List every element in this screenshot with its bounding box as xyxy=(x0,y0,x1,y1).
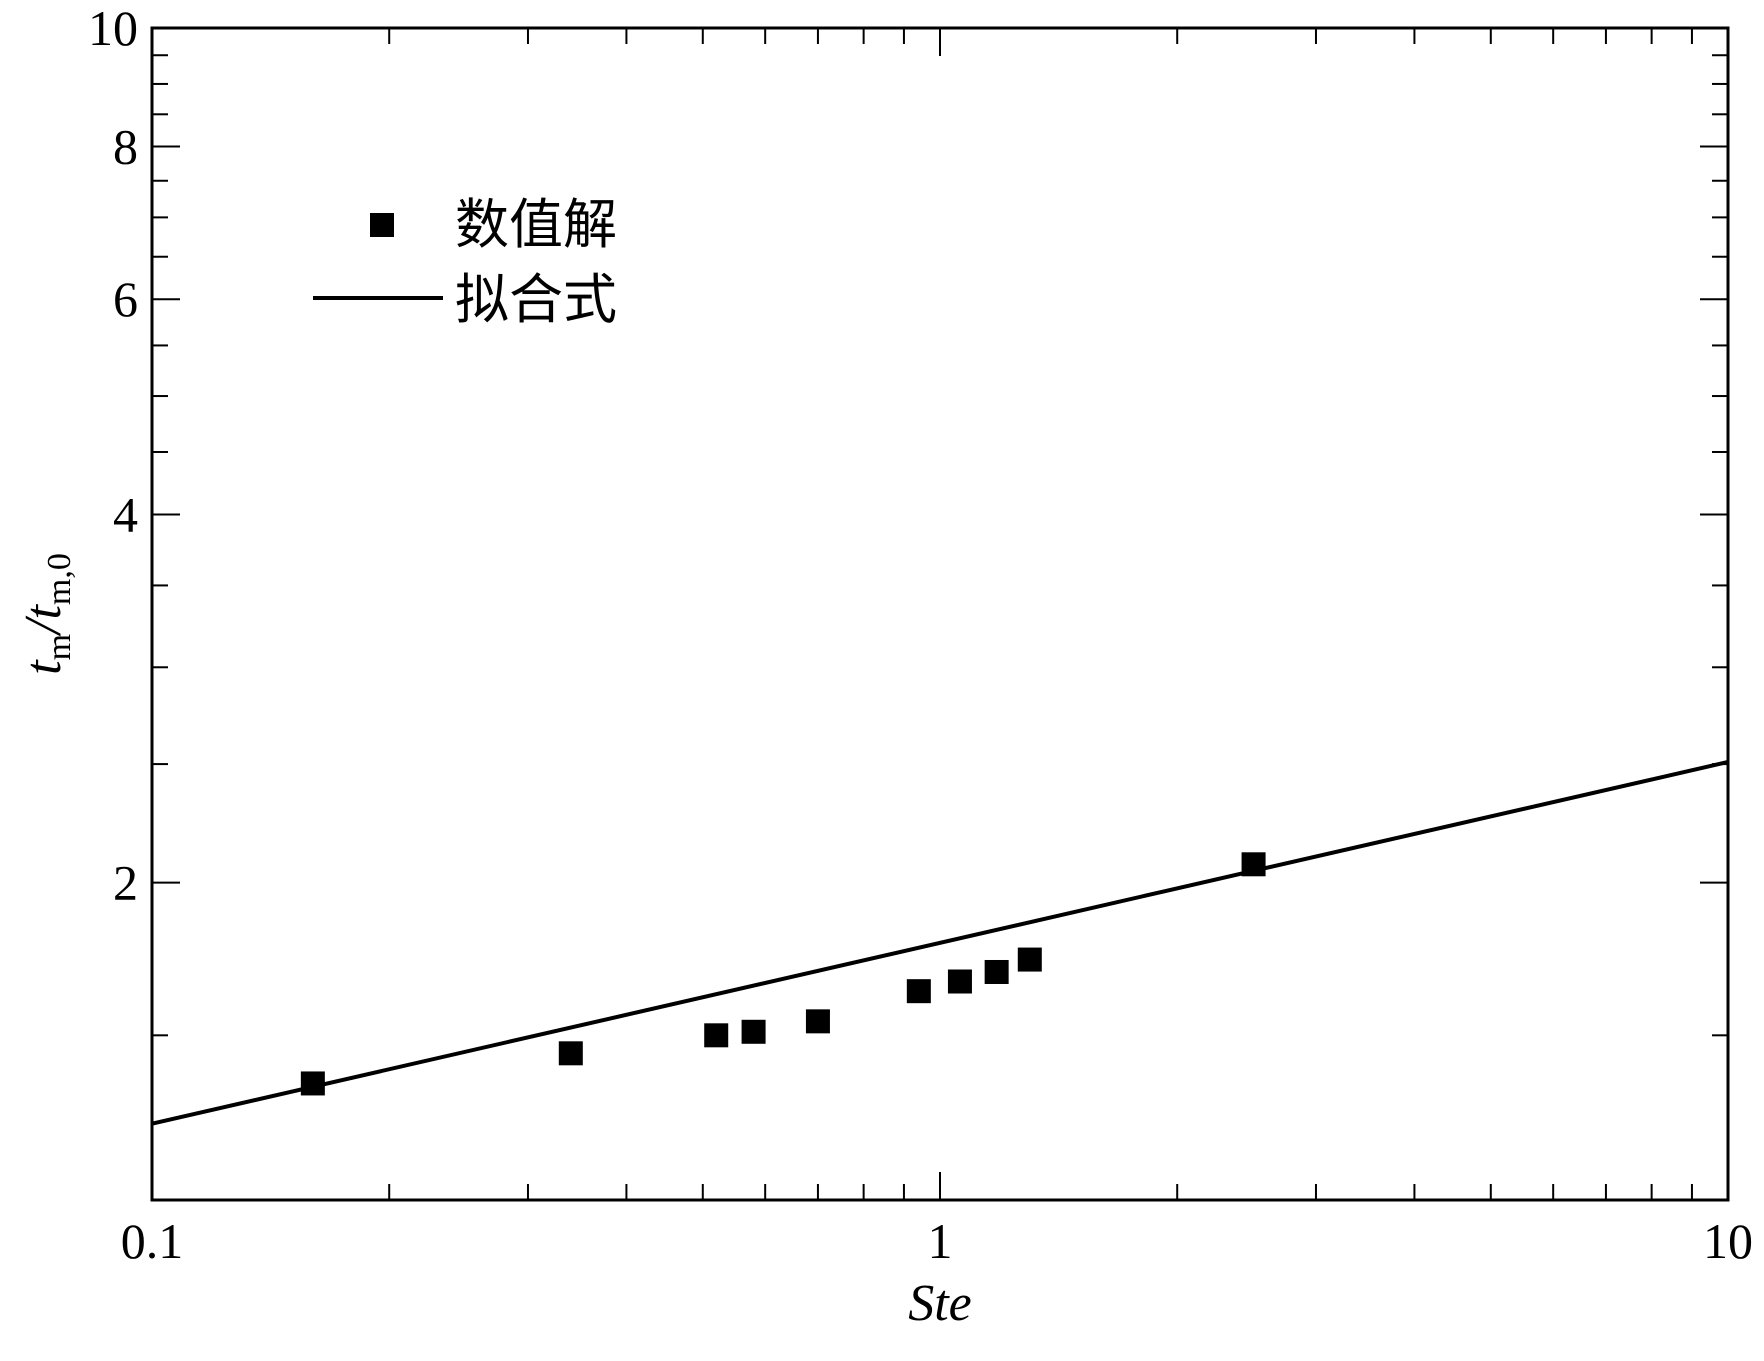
legend: 数值解 拟合式 xyxy=(313,193,617,331)
data-point xyxy=(741,1019,766,1044)
x-tick-label: 0.1 xyxy=(121,1213,184,1269)
x-tick-label: 10 xyxy=(1703,1213,1753,1269)
fit-line xyxy=(151,760,1729,1126)
data-point xyxy=(558,1041,583,1066)
data-point xyxy=(704,1023,729,1048)
y-axis-title-t1: t xyxy=(15,659,72,675)
legend-label-numerical: 数值解 xyxy=(455,193,617,256)
legend-marker-square xyxy=(370,213,394,237)
series-layer xyxy=(151,760,1729,1126)
data-point xyxy=(1017,947,1042,972)
data-point xyxy=(906,979,931,1004)
axis-ticks xyxy=(151,27,1728,1200)
data-point xyxy=(984,959,1009,984)
y-tick-label: 8 xyxy=(113,118,138,174)
y-tick-label: 4 xyxy=(113,487,138,543)
plot-frame xyxy=(150,26,1730,1202)
x-tick-label: 1 xyxy=(928,1213,953,1269)
y-axis-title-sub1: m xyxy=(41,634,78,660)
y-axis-title-sep: / xyxy=(15,615,72,637)
data-point xyxy=(805,1009,830,1034)
legend-label-fit: 拟合式 xyxy=(455,268,617,331)
x-axis-title: Ste xyxy=(908,1275,972,1332)
data-point xyxy=(947,969,972,994)
y-axis-title: tm/tm,0 xyxy=(15,553,78,675)
y-tick-label: 10 xyxy=(88,0,138,56)
y-tick-label: 2 xyxy=(113,855,138,911)
y-axis-title-t2: t xyxy=(15,604,72,620)
y-axis-title-sub2: m,0 xyxy=(41,553,78,605)
y-tick-label: 6 xyxy=(113,271,138,327)
tick-labels: 0.1 1 10 2 4 6 8 10 xyxy=(88,0,1753,1269)
